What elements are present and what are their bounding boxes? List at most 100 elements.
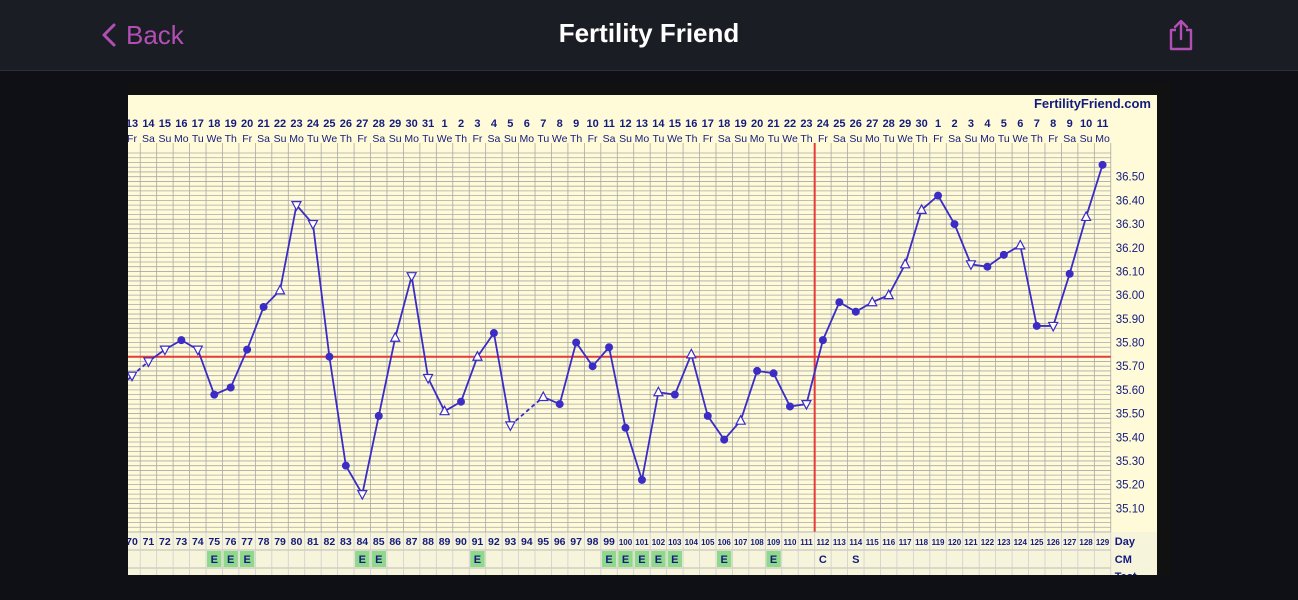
date-label: 13 xyxy=(128,118,138,130)
weekday-label: Sa xyxy=(718,133,731,145)
date-label: 24 xyxy=(817,118,830,130)
date-label: 6 xyxy=(1017,118,1023,130)
cm-highlight xyxy=(470,551,485,567)
temperature-point xyxy=(192,345,204,356)
cycle-day-label: 93 xyxy=(505,536,517,548)
cm-entry: E xyxy=(211,554,218,566)
temperature-line-segment xyxy=(591,346,610,367)
date-label: 3 xyxy=(474,118,480,130)
temperature-point xyxy=(720,435,729,444)
weekday-label: Su xyxy=(849,133,862,145)
date-label: 16 xyxy=(175,118,187,130)
temperature-point xyxy=(243,345,252,354)
temperature-line-segment xyxy=(575,341,594,367)
temperature-line-segment xyxy=(1019,245,1038,327)
date-label: 18 xyxy=(718,118,730,130)
weekday-label: Tu xyxy=(652,133,664,145)
cycle-day-label: 116 xyxy=(882,538,895,547)
temperature-line-segment xyxy=(394,275,413,338)
weekday-label: Sa xyxy=(603,133,616,145)
date-label: 26 xyxy=(340,118,352,130)
y-tick-label: 35.10 xyxy=(1116,503,1145,515)
temperature-point xyxy=(555,400,564,409)
cycle-day-label: 94 xyxy=(521,536,533,548)
cycle-day-label: 129 xyxy=(1096,538,1110,547)
temperature-point xyxy=(226,383,235,392)
cm-highlight xyxy=(651,551,666,567)
temperature-line-segment xyxy=(624,427,643,481)
temperature-line-segment xyxy=(904,209,923,265)
temperature-point xyxy=(899,258,911,269)
date-label: 4 xyxy=(491,118,498,130)
date-label: 29 xyxy=(389,118,401,130)
back-button[interactable]: Back xyxy=(100,18,184,52)
weekday-label: Mo xyxy=(750,133,765,145)
cycle-day-label: 113 xyxy=(833,538,846,547)
temperature-point xyxy=(389,331,401,342)
temperature-point xyxy=(356,490,368,501)
weekday-label: Su xyxy=(274,133,287,145)
cycle-day-label: 100 xyxy=(619,538,633,547)
weekday-label: Su xyxy=(389,133,402,145)
y-tick-label: 36.50 xyxy=(1116,172,1145,184)
cycle-day-label: 115 xyxy=(866,538,879,547)
cycle-day-label: 104 xyxy=(685,538,699,547)
weekday-label: Th xyxy=(685,133,697,145)
cycle-day-label: 114 xyxy=(849,538,862,547)
temperature-line-segment xyxy=(772,372,791,407)
cycle-day-label: 91 xyxy=(472,536,484,548)
temperature-point xyxy=(965,260,977,271)
cm-entry: E xyxy=(671,554,678,566)
bbt-chart[interactable]: 13 14 15 16 17 18 19 20 21 22 23 24 25 26 27 28 29 30 31 1 2… xyxy=(128,95,1157,575)
weekday-label: Su xyxy=(158,133,171,145)
date-label: 15 xyxy=(159,118,171,130)
temperature-line-segment xyxy=(558,342,578,405)
cm-entry: E xyxy=(227,554,234,566)
date-label: 8 xyxy=(1050,118,1056,130)
cycle-day-label: 71 xyxy=(143,536,155,548)
date-label: 3 xyxy=(968,118,974,130)
cycle-day-label: 82 xyxy=(324,536,336,548)
y-tick-label: 36.10 xyxy=(1116,266,1145,278)
weekday-label: Mo xyxy=(404,133,419,145)
weekday-label: Fr xyxy=(933,133,943,145)
date-label: 9 xyxy=(573,118,579,130)
cycle-day-label: 96 xyxy=(554,536,566,548)
date-label: 25 xyxy=(323,118,335,130)
weekday-label: Sa xyxy=(487,133,500,145)
cycle-day-label: 122 xyxy=(981,538,995,547)
cycle-day-label: 109 xyxy=(767,538,781,547)
weekday-label: We xyxy=(322,133,338,145)
cycle-day-label: 89 xyxy=(439,536,451,548)
date-label: 7 xyxy=(1034,118,1040,130)
cm-highlight xyxy=(634,551,650,567)
y-tick-label: 36.30 xyxy=(1116,219,1145,231)
cm-entry: C xyxy=(819,554,827,566)
weekday-label: We xyxy=(897,133,913,145)
date-label: 30 xyxy=(915,118,927,130)
temperature-point xyxy=(703,411,712,420)
date-label: 19 xyxy=(735,118,747,130)
temperature-point xyxy=(307,219,319,231)
temperature-point xyxy=(1014,239,1026,250)
cycle-day-label: 103 xyxy=(668,538,682,547)
temperature-point xyxy=(1047,321,1059,333)
cycle-day-label: 118 xyxy=(915,538,928,547)
temperature-point xyxy=(159,345,171,356)
temperature-line-segment xyxy=(739,370,758,421)
cycle-day-label: 102 xyxy=(652,538,666,547)
temperature-point xyxy=(210,390,219,399)
temperature-line-segment xyxy=(279,204,298,291)
date-label: 6 xyxy=(524,118,530,130)
temperature-point xyxy=(537,390,549,402)
weekday-label: Fr xyxy=(242,133,252,145)
weekday-label: We xyxy=(1013,133,1029,145)
temperature-line-segment xyxy=(460,356,479,403)
weekday-label: We xyxy=(667,133,683,145)
date-label: 27 xyxy=(356,118,368,130)
cycle-day-label: 99 xyxy=(603,536,615,548)
temperature-point xyxy=(851,307,860,316)
date-label: 14 xyxy=(652,118,665,130)
share-icon[interactable] xyxy=(1166,18,1196,52)
temperature-point xyxy=(341,461,350,470)
